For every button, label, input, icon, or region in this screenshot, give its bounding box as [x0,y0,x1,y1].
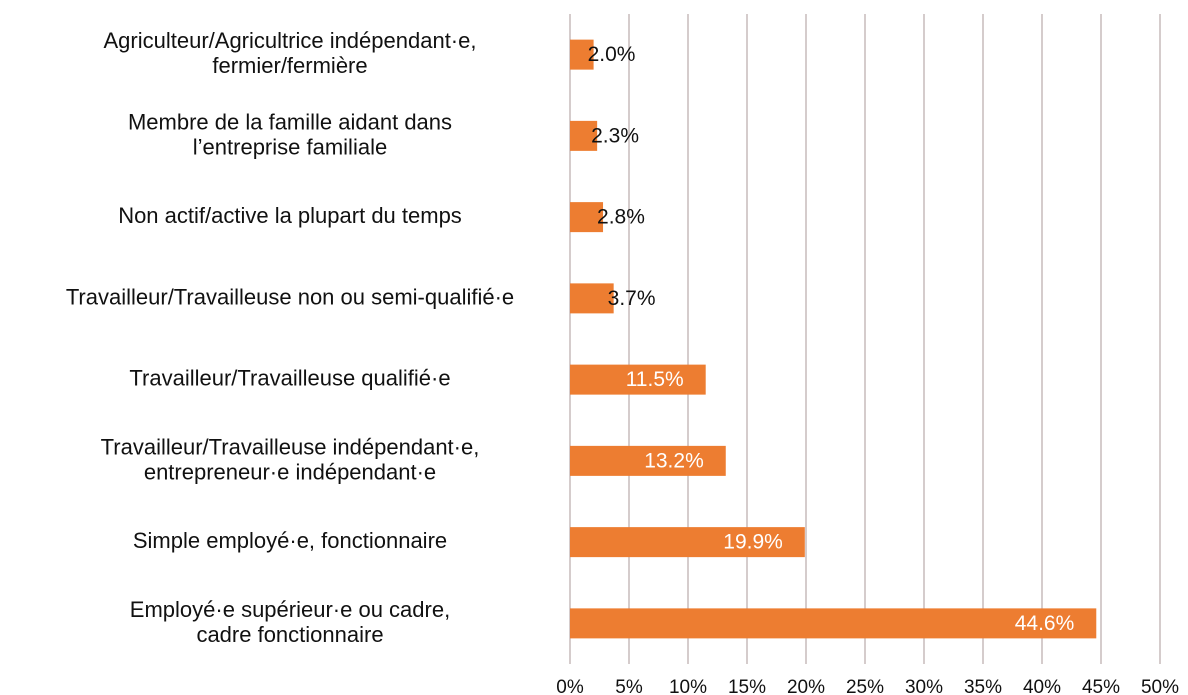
category-label: Membre de la famille aidant dans l’entrep… [128,109,452,159]
category-label: Employé·e supérieur·e ou cadre, cadre fon… [130,597,450,647]
x-tick-label: 45% [1082,677,1120,695]
value-label: 2.8% [597,206,645,229]
category-label: Travailleur/Travailleuse indépendant·e, e… [101,434,480,484]
x-tick-label: 40% [1023,677,1061,695]
x-tick-label: 35% [964,677,1002,695]
bar [570,39,594,70]
x-tick-label: 15% [728,677,766,695]
category-line: Travailleur/Travailleuse indépendant·e, [101,434,480,459]
value-label: 19.9% [723,531,783,554]
bar [570,283,614,314]
value-label: 3.7% [608,287,656,310]
x-tick-label: 25% [846,677,884,695]
category-line: Simple employé·e, fonctionnaire [133,528,447,553]
category-line: Agriculteur/Agricultrice indépendant·e, [104,28,477,53]
x-tick-label: 10% [669,677,707,695]
bar [570,120,598,151]
bar [570,202,604,233]
x-tick-label: 0% [556,677,584,695]
category-label: Travailleur/Travailleuse non ou semi-qua… [66,284,514,309]
category-line: Travailleur/Travailleuse qualifié·e [129,365,450,390]
category-line: Membre de la famille aidant dans [128,109,452,134]
value-label: 44.6% [1015,612,1075,635]
value-label: 13.2% [644,449,704,472]
value-label: 11.5% [626,368,684,391]
bar [570,445,726,476]
x-tick-label: 5% [615,677,643,695]
category-line: entrepreneur·e indépendant·e [144,459,436,484]
category-label: Simple employé·e, fonctionnaire [133,528,447,553]
x-tick-label: 30% [905,677,943,695]
bar [570,608,1097,639]
category-line: Travailleur/Travailleuse non ou semi-qua… [66,284,514,309]
bar [570,364,706,395]
category-line: fermier/fermière [212,53,367,78]
category-line: Employé·e supérieur·e ou cadre, [130,597,450,622]
bar [570,527,805,558]
value-label: 2.0% [588,43,636,66]
category-line: cadre fonctionnaire [196,622,383,647]
value-label: 2.3% [591,124,639,147]
category-label: Travailleur/Travailleuse qualifié·e [129,365,450,390]
category-label: Agriculteur/Agricultrice indépendant·e, f… [104,28,477,78]
category-line: l’entreprise familiale [193,134,387,159]
category-label: Non actif/active la plupart du temps [118,203,462,228]
x-tick-label: 50% [1141,677,1179,695]
category-line: Non actif/active la plupart du temps [118,203,462,228]
x-tick-label: 20% [787,677,825,695]
